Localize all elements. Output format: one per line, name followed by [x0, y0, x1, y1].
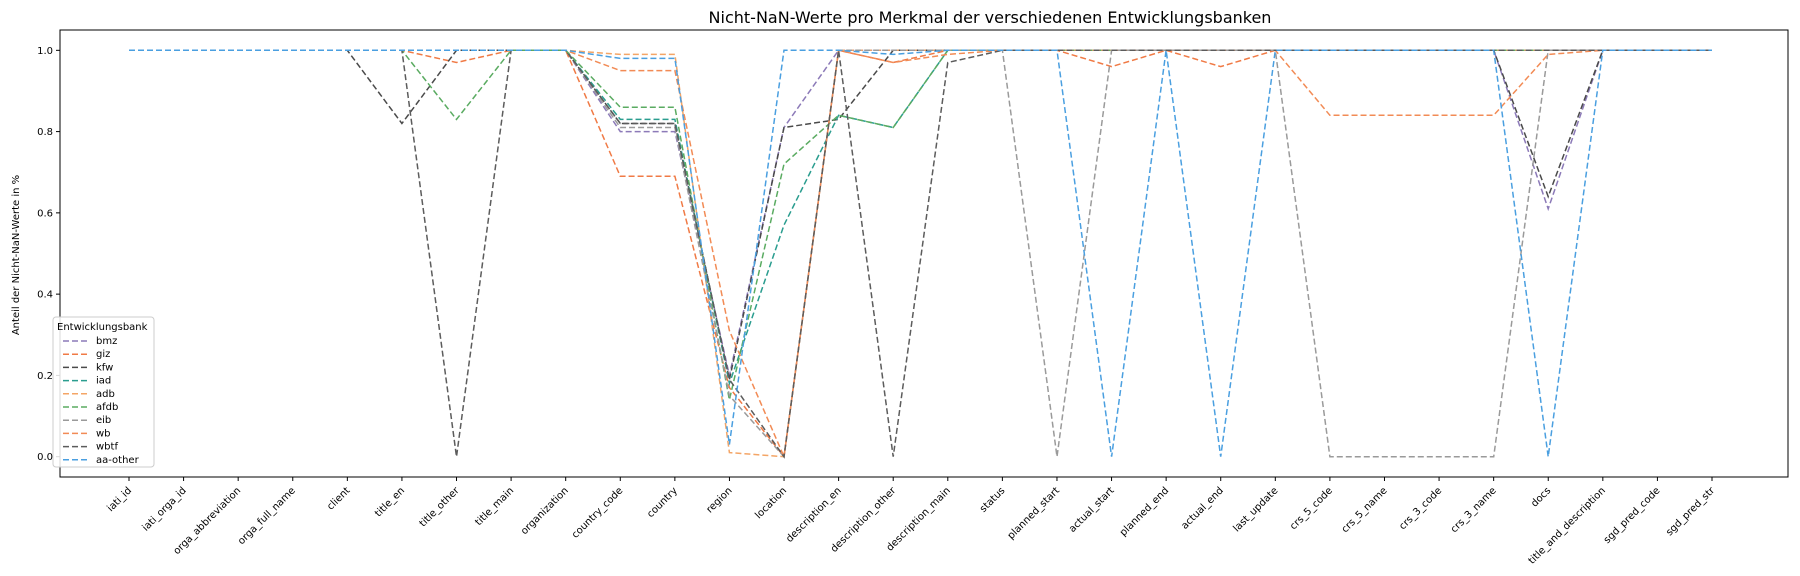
- series-lines: [129, 49, 1712, 460]
- y-tick-label: 0.8: [37, 127, 53, 138]
- legend-title: Entwicklungsbank: [57, 322, 148, 333]
- y-axis-label: Anteil der Nicht-NaN-Werte in %: [11, 175, 22, 335]
- chart-title: Nicht-NaN-Werte pro Merkmal der verschie…: [709, 8, 1272, 27]
- y-tick-label: 0.4: [37, 290, 53, 301]
- legend-label: bmz: [96, 336, 117, 347]
- y-tick-label: 0.2: [37, 371, 53, 382]
- legend-label: afdb: [96, 402, 118, 413]
- y-tick-label: 0.6: [37, 208, 53, 219]
- y-tick-label: 1.0: [37, 46, 53, 57]
- legend-label: wb: [96, 428, 111, 439]
- legend-label: aa-other: [96, 455, 140, 466]
- legend-label: kfw: [96, 362, 113, 373]
- legend: Entwicklungsbank bmz giz kfw iad adb afdb eib w…: [52, 316, 155, 468]
- legend-label: giz: [96, 349, 110, 360]
- plot-area-frame: [59, 29, 1789, 478]
- y-tick-label: 0.0: [37, 452, 53, 463]
- legend-label: eib: [96, 415, 111, 426]
- legend-label: adb: [96, 389, 115, 400]
- series-line-aa-other: [129, 49, 1712, 457]
- legend-label: iad: [96, 376, 111, 387]
- legend-label: wbtf: [96, 442, 118, 453]
- legend-box: [52, 316, 155, 468]
- legend-items: bmz giz kfw iad adb afdb eib wb wbtf aa-other: [63, 336, 140, 466]
